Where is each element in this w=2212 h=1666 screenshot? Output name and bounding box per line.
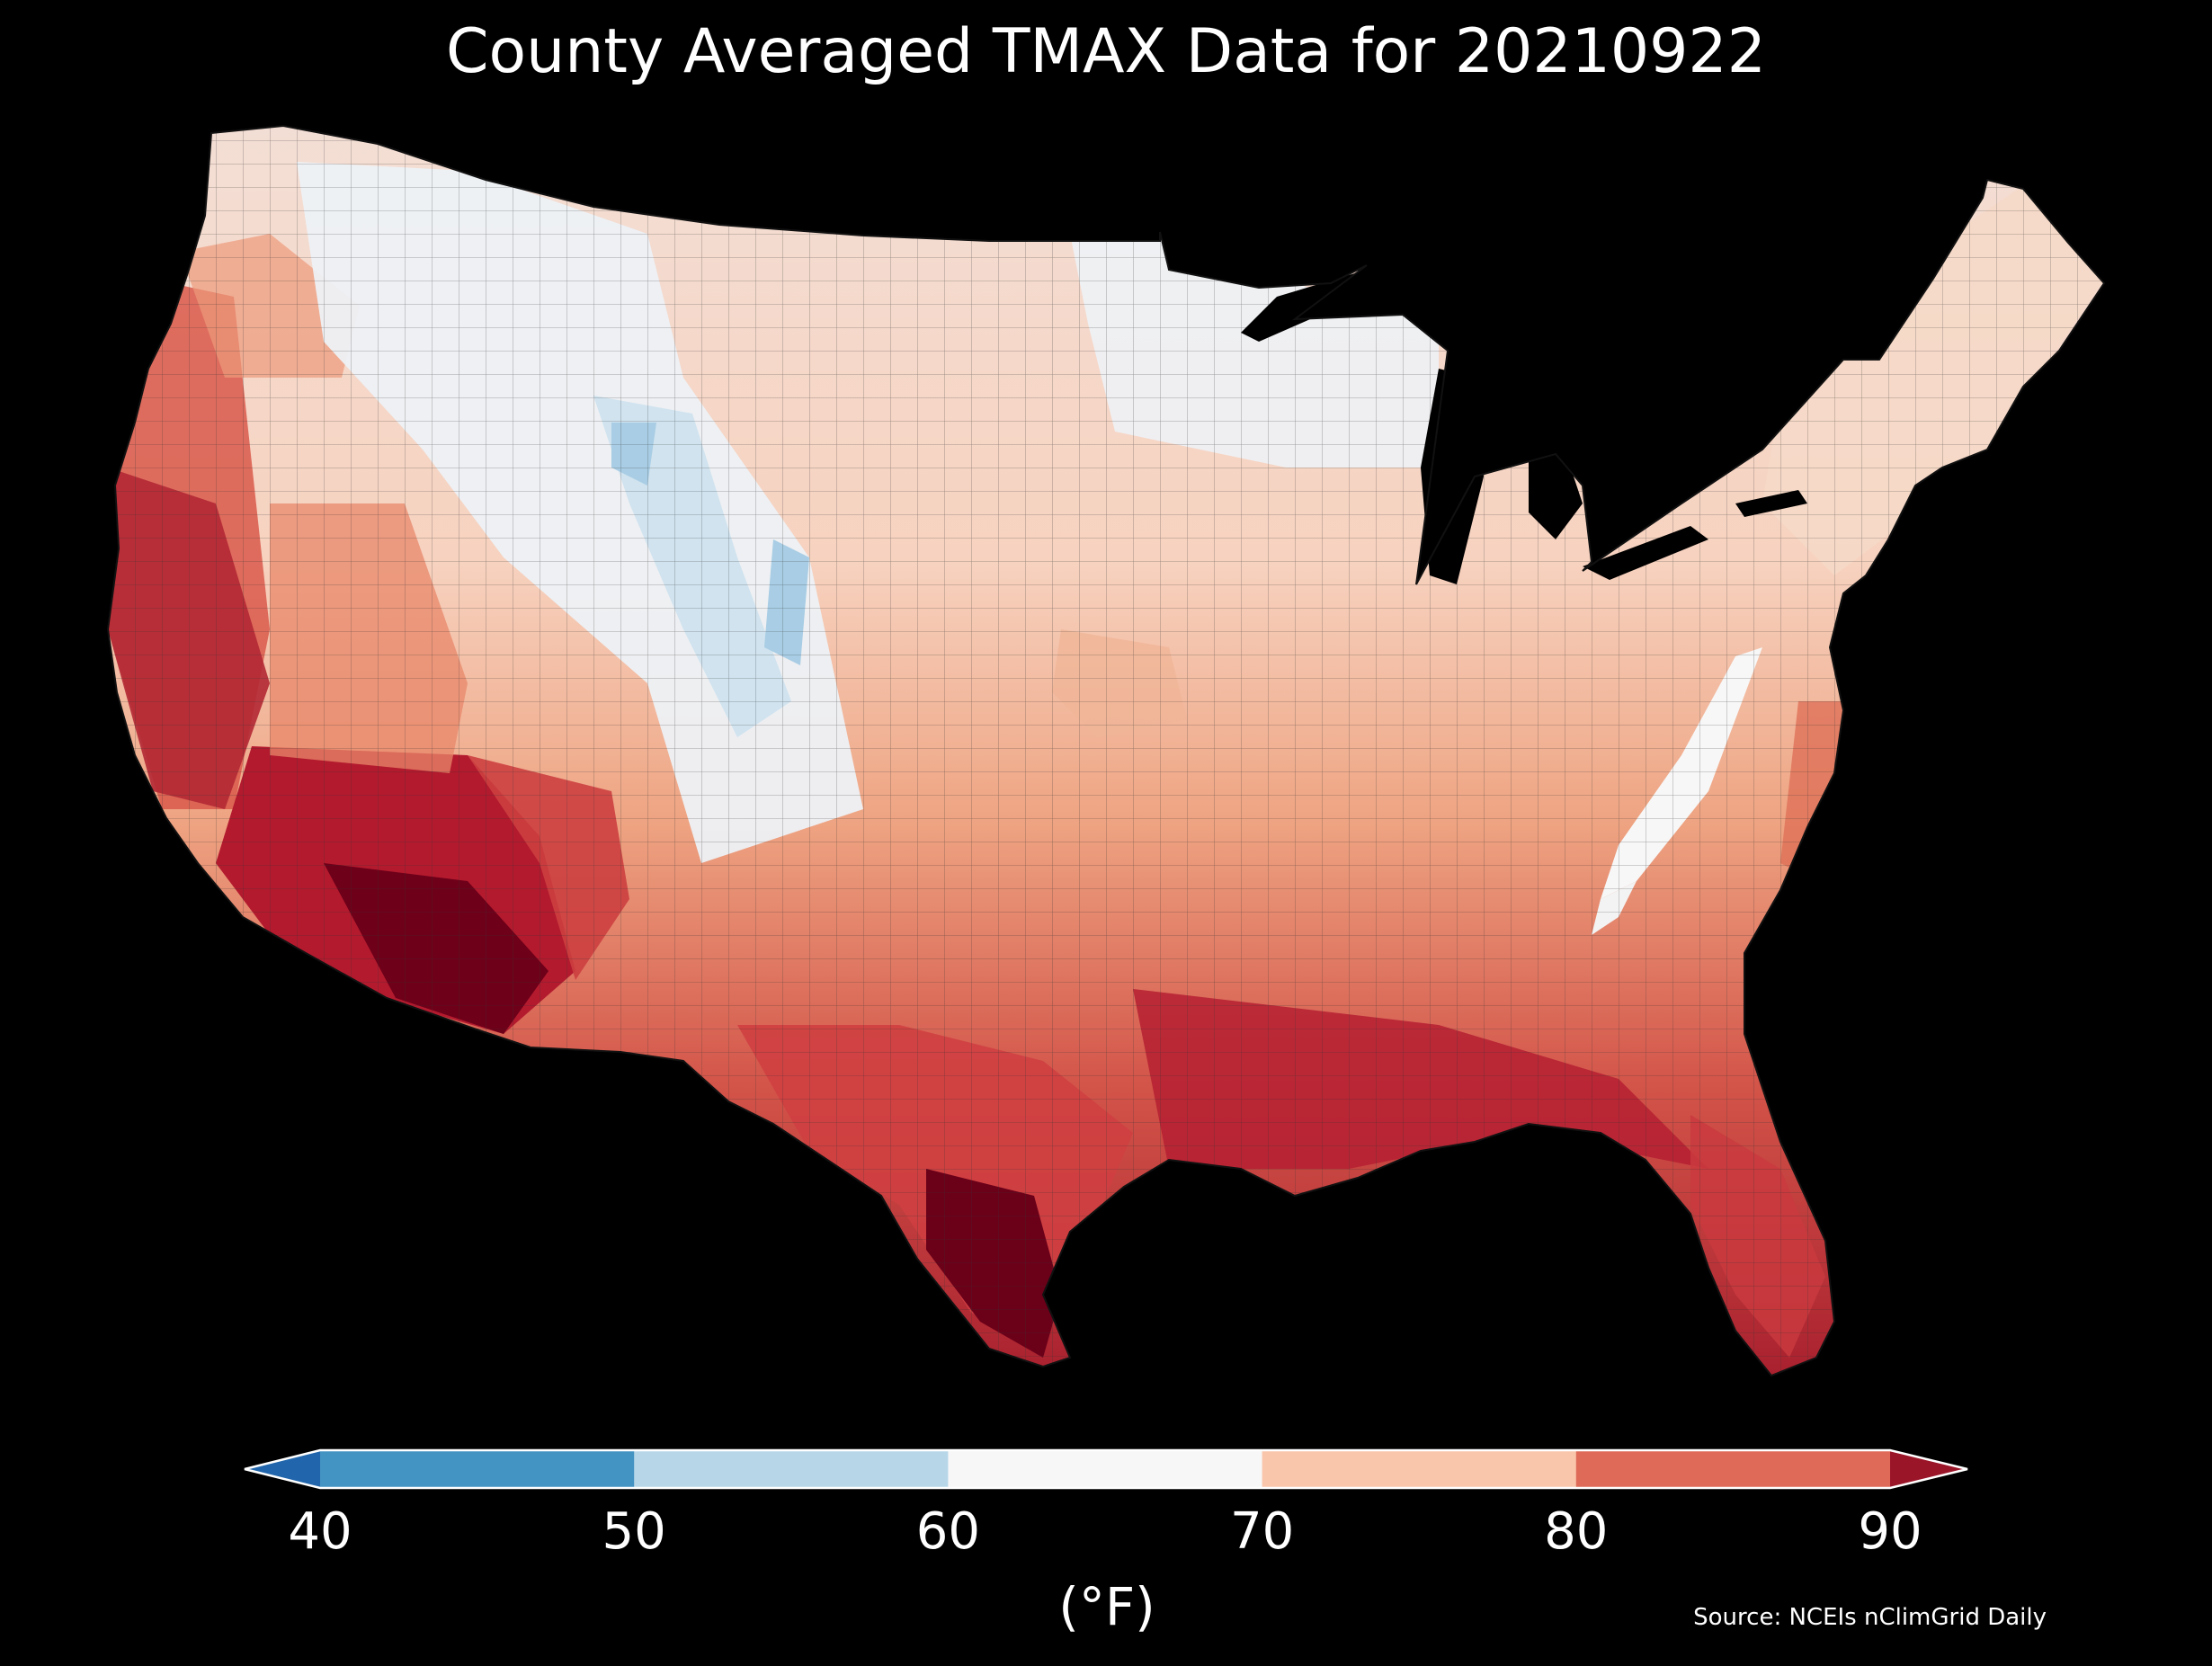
colorbar-bin-70-80 [1262, 1450, 1577, 1488]
colorbar-tick-label: 50 [602, 1502, 666, 1561]
colorbar-tick-label: 60 [915, 1502, 981, 1561]
map-title: County Averaged TMAX Data for 20210922 [446, 16, 1766, 87]
lake-michigan [1421, 369, 1484, 584]
colorbar-tick-label: 90 [1858, 1502, 1922, 1561]
colorbar-bin-80-90 [1575, 1450, 1891, 1488]
colorbar-bin-60-70 [948, 1450, 1263, 1488]
lake-ontario [1735, 490, 1807, 517]
colorbar-tick-label: 70 [1229, 1502, 1295, 1561]
lake-superior [1241, 270, 1367, 342]
colorbar-bin-40-50 [320, 1450, 636, 1488]
colorbar-tick-label: 40 [288, 1502, 352, 1561]
source-credit: Source: NCEIs nClimGrid Daily [1693, 1604, 2047, 1631]
lake-erie [1583, 526, 1708, 580]
chesapeake-bay [1861, 629, 1879, 719]
county-fill-layer [108, 126, 2104, 1376]
colorbar-units-label: (°F) [1058, 1576, 1155, 1637]
colorbar-outline [244, 1448, 1968, 1490]
colorbar-bin-50-60 [634, 1450, 950, 1488]
colorbar [244, 1448, 1968, 1490]
great-lakes [1241, 270, 1879, 719]
colorbar-tick-label: 80 [1544, 1502, 1609, 1561]
